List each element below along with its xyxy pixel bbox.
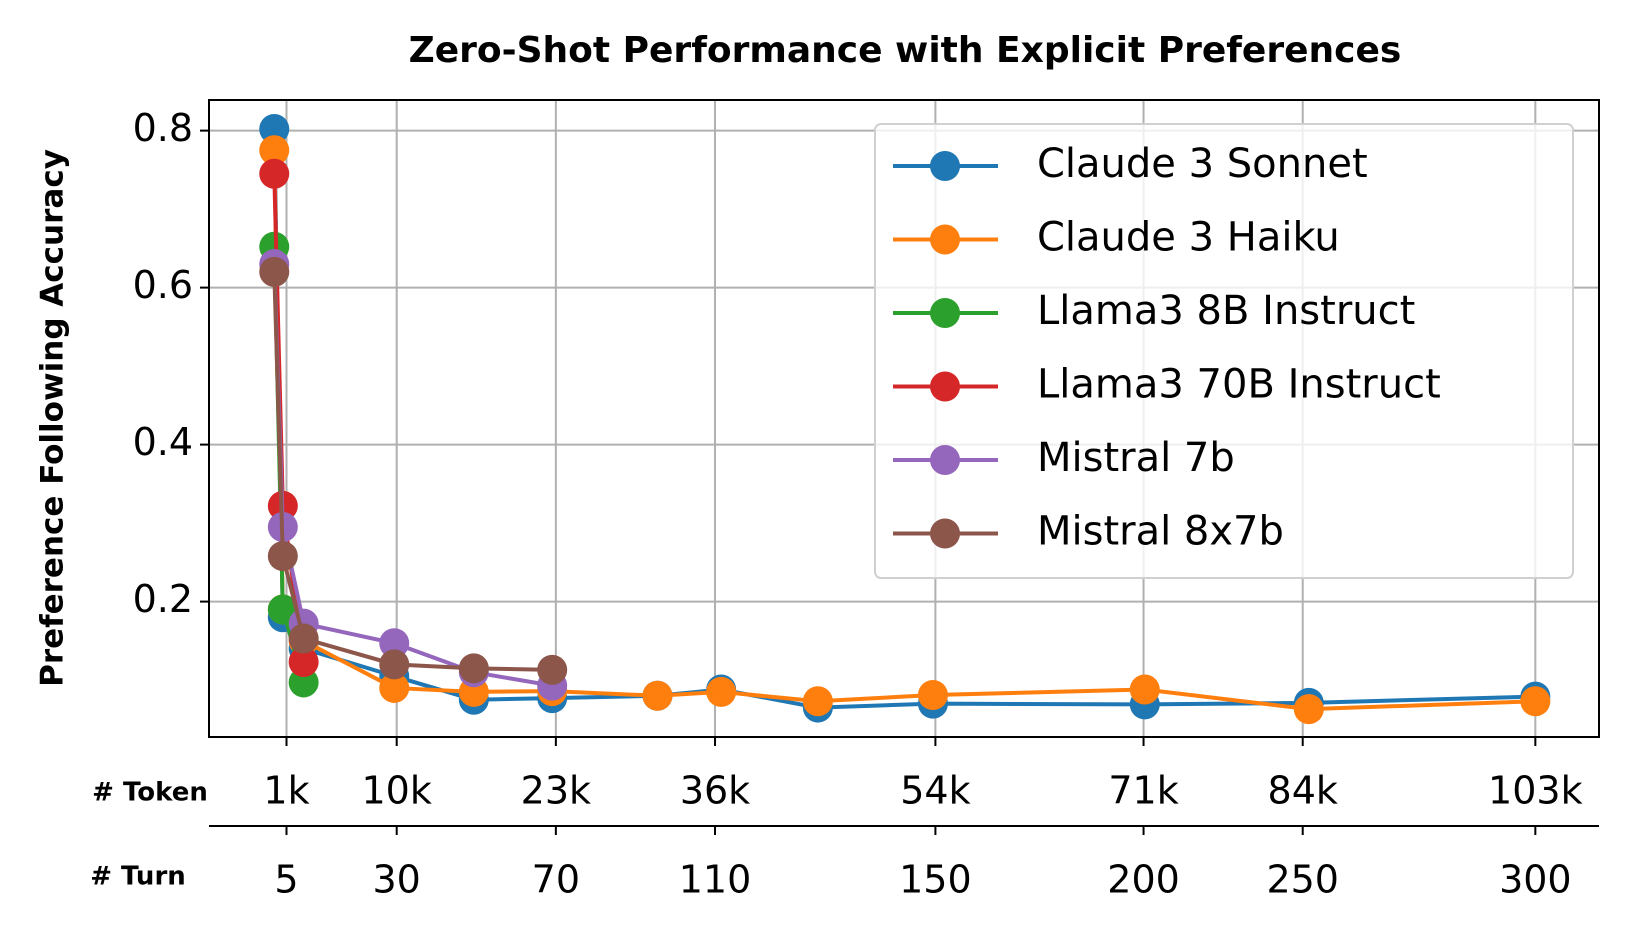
y-axis-label: Preference Following Accuracy [35,149,71,687]
x-tick-label: 54k [900,769,970,813]
legend-label: Claude 3 Haiku [1037,215,1340,261]
legend-marker [930,224,960,255]
data-point [1520,686,1551,717]
data-point [288,647,319,678]
x-tick-label: 36k [680,769,750,813]
data-point [267,541,298,572]
x2-tick-label: 300 [1499,858,1572,902]
legend-label: Claude 3 Sonnet [1037,141,1368,187]
data-point [379,672,410,703]
data-point [802,686,833,717]
x2-axis-label: # Turn [90,862,186,892]
y-tick-label: 0.6 [133,263,193,307]
legend-box [874,123,1574,579]
x-axis-label: # Token [92,778,208,808]
x-tick-label: 84k [1268,769,1338,813]
legend-label: Llama3 8B Instruct [1037,288,1415,334]
x2-tick-label: 110 [679,858,752,902]
data-point [379,628,410,659]
data-point [642,680,673,711]
x2-tick-label: 150 [899,858,972,902]
x2-tick-label: 250 [1266,858,1339,902]
x-tick-label: 103k [1488,769,1583,813]
x2-tick-label: 70 [532,858,580,902]
legend-marker [930,298,960,328]
chart-title: Zero-Shot Performance with Explicit Pref… [409,30,1402,71]
x2-tick-label: 30 [373,858,421,902]
x-tick-label: 71k [1108,769,1178,813]
legend-label: Mistral 7b [1037,435,1235,481]
legend-label: Llama3 70B Instruct [1037,362,1441,408]
y-tick-label: 0.4 [133,420,193,464]
data-point [259,135,290,166]
legend-marker [930,518,960,549]
plot-frame [208,99,1600,738]
data-point [706,676,737,707]
x2-tick-label: 200 [1107,858,1180,902]
y-tick-label: 0.8 [133,106,193,150]
data-point [379,649,410,680]
data-point [1129,674,1160,705]
x-tick-label: 1k [263,769,309,813]
data-point [1293,694,1324,725]
legend-marker [930,151,960,181]
legend-marker [930,445,960,475]
data-point [259,114,290,145]
data-point [259,256,290,287]
x-tick-label: 10k [362,769,432,813]
y-tick-label: 0.2 [133,577,193,621]
data-point [288,623,319,654]
data-point [259,158,290,189]
legend-marker [930,371,960,402]
x-tick-label: 23k [521,769,591,813]
x2-tick-label: 5 [274,858,298,902]
data-point [917,680,948,711]
legend-label: Mistral 8x7b [1037,509,1284,555]
series-line [272,271,553,672]
data-point [537,654,568,685]
data-point [458,653,489,684]
